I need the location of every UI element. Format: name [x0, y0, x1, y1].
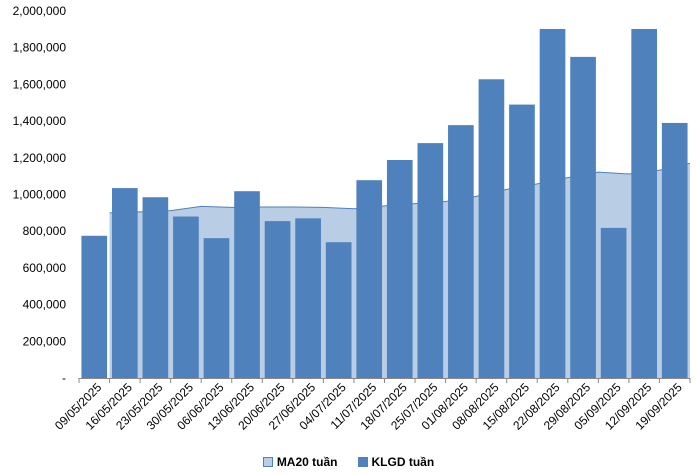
- bar-15/08/2025: [509, 104, 535, 378]
- x-axis: 09/05/202516/05/202523/05/202530/05/2025…: [52, 378, 691, 433]
- bar-12/09/2025: [631, 28, 657, 378]
- bar-16/05/2025: [111, 188, 138, 378]
- y-tick-label: 1,800,000: [13, 41, 67, 55]
- y-axis: - 200,000 400,000 600,000 800,000 1,000,000 1,…: [13, 4, 67, 385]
- y-tick-label: 600,000: [23, 261, 67, 275]
- legend-swatch-ma20: [262, 457, 273, 467]
- y-tick-label: 1,200,000: [13, 151, 67, 165]
- bar-04/07/2025: [325, 242, 352, 378]
- bar-23/05/2025: [142, 197, 169, 378]
- bar-09/05/2025: [81, 235, 108, 378]
- bar-29/08/2025: [570, 56, 596, 379]
- legend-item-klgd: KLGD tuần: [357, 455, 435, 469]
- bar-11/07/2025: [356, 180, 383, 378]
- chart-svg: - 200,000 400,000 600,000 800,000 1,000,000 1,…: [13, 4, 691, 433]
- bar-18/07/2025: [386, 160, 413, 378]
- bar-22/08/2025: [539, 28, 566, 378]
- y-tick-label: 1,000,000: [13, 188, 67, 202]
- y-tick-label: 800,000: [23, 224, 67, 238]
- legend-swatch-klgd: [357, 457, 368, 467]
- y-tick-label: 2,000,000: [13, 4, 67, 18]
- legend-item-ma20: MA20 tuần: [262, 455, 338, 469]
- legend-label-klgd: KLGD tuần: [371, 455, 435, 469]
- bar-01/08/2025: [448, 125, 474, 378]
- bar-08/08/2025: [478, 79, 505, 378]
- y-tick-label: -: [62, 371, 66, 385]
- y-tick-label: 200,000: [23, 334, 67, 348]
- bar-06/06/2025: [203, 238, 230, 378]
- bar-25/07/2025: [417, 143, 444, 378]
- y-tick-label: 1,600,000: [13, 77, 67, 91]
- bar-13/06/2025: [234, 191, 260, 378]
- y-tick-label: 1,400,000: [13, 114, 67, 128]
- bar-05/09/2025: [600, 227, 627, 378]
- bar-20/06/2025: [264, 221, 291, 378]
- bar-27/06/2025: [295, 218, 321, 378]
- plot-area: [81, 28, 691, 379]
- bar-19/09/2025: [661, 122, 688, 378]
- legend-label-ma20: MA20 tuần: [276, 455, 338, 469]
- legend: MA20 tuần KLGD tuần: [0, 452, 697, 472]
- y-tick-label: 400,000: [23, 298, 67, 312]
- bar-30/05/2025: [173, 216, 199, 378]
